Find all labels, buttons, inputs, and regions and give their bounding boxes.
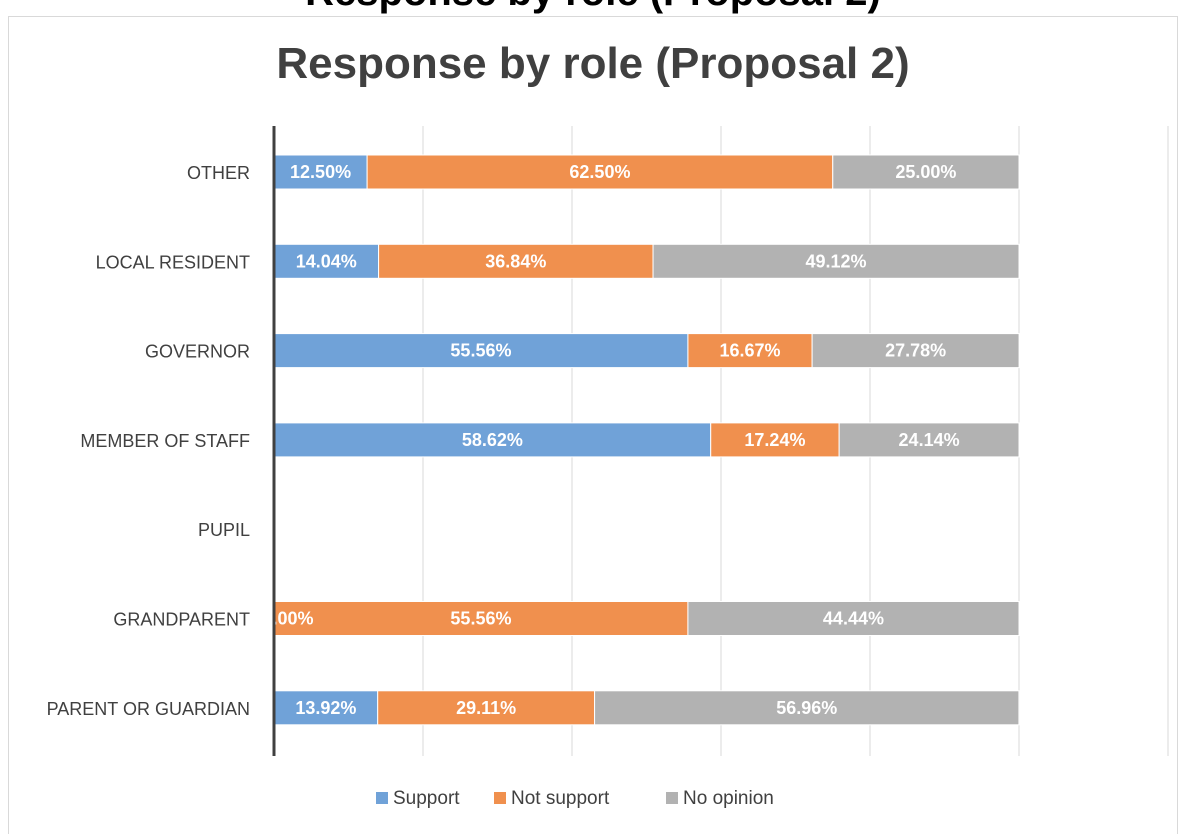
data-label: 58.62% xyxy=(462,430,523,450)
bar-segment xyxy=(811,333,1020,369)
data-label: 29.11% xyxy=(456,698,516,718)
bar-segment xyxy=(838,422,1020,458)
category-label: LOCAL RESIDENT xyxy=(96,252,250,272)
category-label: GOVERNOR xyxy=(145,342,250,362)
chart-title: Response by role (Proposal 2) xyxy=(276,39,910,88)
legend-item: No opinion xyxy=(683,788,774,809)
legend-swatch xyxy=(666,792,678,804)
bars xyxy=(273,154,1020,726)
legend-item: Support xyxy=(393,788,460,809)
bar-segment xyxy=(687,333,813,369)
data-label: 55.56% xyxy=(450,341,511,361)
data-label: 27.78% xyxy=(885,341,946,361)
bar-segment xyxy=(652,243,1020,279)
bar-segment xyxy=(273,690,379,726)
data-label: 16.67% xyxy=(719,341,780,361)
data-label: 62.50% xyxy=(569,162,630,182)
data-label: 25.00% xyxy=(895,162,956,182)
bar-segment xyxy=(594,690,1020,726)
bar-segment xyxy=(710,422,840,458)
data-label: 49.12% xyxy=(805,251,866,271)
bar-segment xyxy=(378,243,654,279)
category-label: MEMBER OF STAFF xyxy=(80,431,250,451)
data-label: 56.96% xyxy=(776,698,837,718)
category-labels: OTHER LOCAL RESIDENT GOVERNOR MEMBER OF STA… xyxy=(47,163,250,719)
legend-swatch xyxy=(376,792,388,804)
data-label: 17.24% xyxy=(744,430,805,450)
category-label: GRANDPARENT xyxy=(113,610,250,630)
bar-segment xyxy=(832,154,1020,190)
data-label: 36.84% xyxy=(485,251,546,271)
legend-swatch xyxy=(494,792,506,804)
bar-segment xyxy=(687,601,1020,636)
data-label: 0.00% xyxy=(262,609,313,629)
data-label: 14.04% xyxy=(296,251,357,271)
data-label: 44.44% xyxy=(823,609,884,629)
data-label: 55.56% xyxy=(450,609,511,629)
bar-segment xyxy=(273,422,712,458)
category-label: PARENT OR GUARDIAN xyxy=(47,699,250,719)
category-label: PUPIL xyxy=(198,520,250,540)
category-label: OTHER xyxy=(187,163,250,183)
bar-segment xyxy=(273,333,689,369)
data-label: 12.50% xyxy=(290,162,351,182)
data-label: 13.92% xyxy=(295,698,356,718)
bar-segment xyxy=(377,690,596,726)
bar-segment xyxy=(273,243,380,279)
legend: Support Not support No opinion xyxy=(376,788,774,809)
bar-segment xyxy=(366,154,834,190)
page-header-cut: Response by role (Proposal 2) xyxy=(0,0,1186,15)
legend-item: Not support xyxy=(511,788,610,809)
data-label: 24.14% xyxy=(899,430,960,450)
